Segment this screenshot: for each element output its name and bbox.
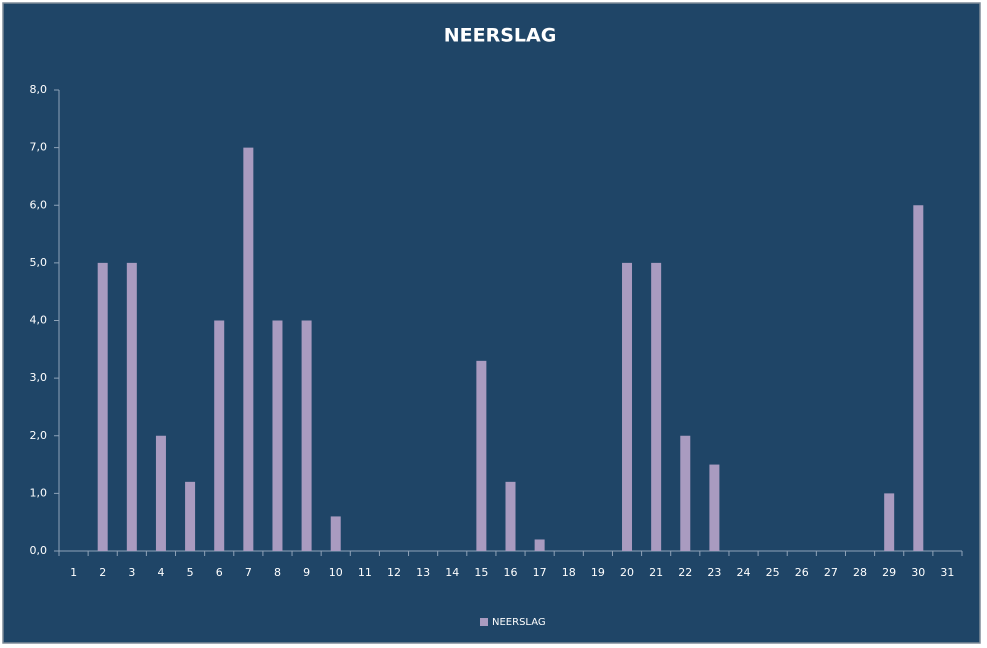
x-tick-label: 27 [824, 566, 838, 579]
x-tick-label: 4 [157, 566, 164, 579]
x-tick-label: 5 [187, 566, 194, 579]
x-tick-label: 3 [128, 566, 135, 579]
x-tick-label: 6 [216, 566, 223, 579]
bar [97, 262, 108, 551]
y-tick-label: 4,0 [30, 314, 48, 327]
x-tick-label: 17 [533, 566, 547, 579]
y-tick-label: 7,0 [30, 141, 48, 154]
x-tick-label: 19 [591, 566, 605, 579]
x-tick-label: 20 [620, 566, 634, 579]
bar [272, 320, 283, 551]
y-tick-label: 1,0 [30, 486, 48, 499]
bar [330, 516, 341, 551]
x-tick-label: 8 [274, 566, 281, 579]
x-tick-label: 24 [737, 566, 751, 579]
x-tick-label: 15 [474, 566, 488, 579]
bar [505, 481, 516, 551]
bar [884, 493, 895, 551]
bar [243, 147, 254, 551]
x-tick-label: 31 [940, 566, 954, 579]
x-tick-label: 18 [562, 566, 576, 579]
x-tick-label: 2 [99, 566, 106, 579]
bar [534, 539, 545, 551]
x-tick-label: 14 [445, 566, 459, 579]
bar [651, 262, 662, 551]
bar [913, 205, 924, 551]
y-tick-label: 0,0 [30, 544, 48, 557]
bar [126, 262, 137, 551]
x-tick-label: 16 [504, 566, 518, 579]
bar [155, 435, 166, 551]
bar [476, 360, 487, 551]
bar [709, 464, 720, 551]
chart-title: NEERSLAG [444, 25, 557, 47]
bar [622, 262, 633, 551]
x-tick-label: 21 [649, 566, 663, 579]
y-tick-label: 8,0 [30, 83, 48, 96]
x-tick-label: 13 [416, 566, 430, 579]
x-tick-label: 30 [911, 566, 925, 579]
y-tick-label: 5,0 [30, 256, 48, 269]
y-tick-label: 2,0 [30, 429, 48, 442]
x-tick-label: 12 [387, 566, 401, 579]
x-tick-label: 1 [70, 566, 77, 579]
x-tick-label: 26 [795, 566, 809, 579]
x-tick-label: 7 [245, 566, 252, 579]
x-tick-label: 9 [303, 566, 310, 579]
y-tick-label: 3,0 [30, 371, 48, 384]
x-tick-label: 29 [882, 566, 896, 579]
bar [301, 320, 312, 551]
x-tick-label: 25 [766, 566, 780, 579]
bar [214, 320, 225, 551]
legend-label: NEERSLAG [492, 617, 546, 628]
y-tick-label: 6,0 [30, 198, 48, 211]
x-tick-label: 28 [853, 566, 867, 579]
bar [185, 481, 196, 551]
x-tick-label: 11 [358, 566, 372, 579]
x-tick-label: 22 [678, 566, 692, 579]
bar [680, 435, 691, 551]
x-tick-label: 23 [707, 566, 721, 579]
x-tick-label: 10 [329, 566, 343, 579]
legend-swatch [480, 618, 488, 626]
